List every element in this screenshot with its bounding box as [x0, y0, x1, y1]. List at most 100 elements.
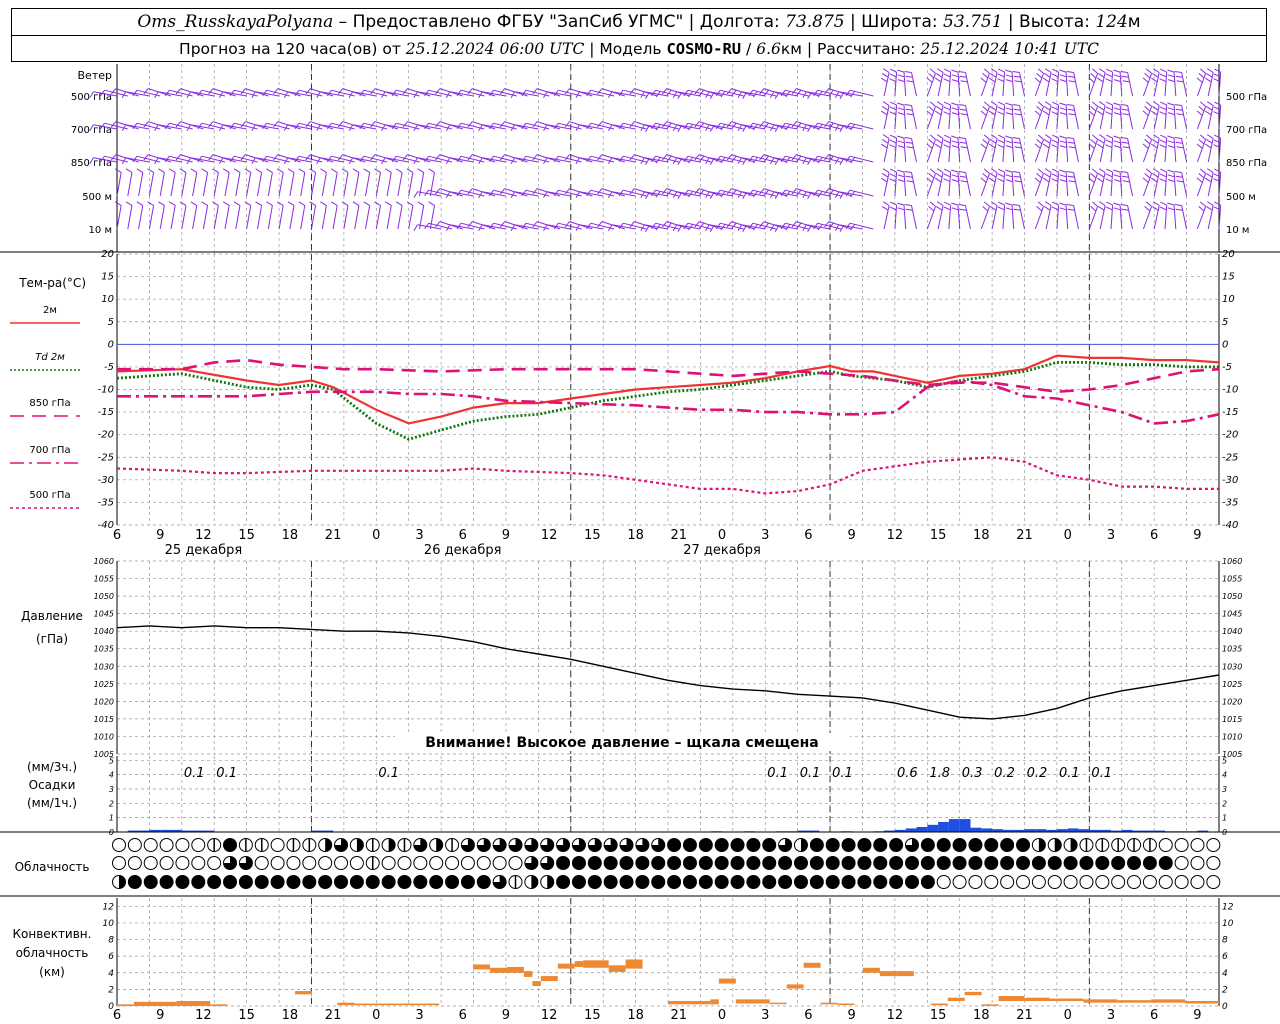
- wind-barb: [926, 201, 936, 230]
- cloud-cover-symbol: [492, 856, 507, 870]
- cloud-cover-symbol: [873, 838, 888, 852]
- wind-barb: [218, 157, 247, 165]
- cloud-cover-symbol: [571, 856, 586, 870]
- cloud-cover-symbol: [381, 856, 396, 870]
- precip-bar: [938, 821, 949, 832]
- cloud-cover-symbol: [286, 856, 301, 870]
- wind-barb: [997, 168, 1006, 197]
- cloud-cover-symbol: [1079, 856, 1094, 870]
- wind-barb: [1005, 202, 1015, 230]
- wind-barb: [255, 201, 263, 230]
- cloud-cover-symbol: [809, 856, 824, 870]
- wind-barb: [737, 191, 766, 199]
- day-label: 25 декабря: [165, 543, 243, 558]
- wind-barb: [1205, 134, 1214, 163]
- warning-background: [395, 733, 850, 750]
- precip-total-label: 0.1: [378, 766, 399, 781]
- wind-barb: [1066, 71, 1079, 97]
- wind-barb: [445, 91, 474, 99]
- precip-unit-3h: (мм/3ч.): [27, 760, 77, 774]
- y-tick-label-left: 4: [108, 969, 114, 979]
- convective-cloud-bar: [803, 962, 821, 968]
- cloud-cover-symbol: [493, 838, 507, 852]
- wind-barb: [1159, 134, 1168, 163]
- y-tick-label-left: -10: [98, 385, 114, 396]
- cloud-cover-symbol: [1206, 838, 1221, 852]
- wind-barb: [889, 134, 898, 163]
- precip-bar: [160, 829, 172, 832]
- x-tick-label: 3: [761, 528, 769, 543]
- wind-barb: [341, 201, 349, 230]
- cloud-cover-symbol: [936, 838, 951, 852]
- y-tick-label-right: 1055: [1222, 575, 1242, 584]
- precip-bar: [138, 830, 150, 832]
- longitude-value: 73.875: [785, 12, 845, 32]
- x-tick-label: 6: [1150, 528, 1158, 543]
- wind-barb: [672, 124, 701, 132]
- wind-barb: [316, 124, 344, 132]
- y-tick-label-right: 1010: [1222, 732, 1242, 741]
- wind-barb: [672, 191, 701, 199]
- wind-barb: [510, 224, 539, 232]
- wind-barb: [880, 101, 890, 130]
- y-tick-label-left: 2: [108, 985, 114, 995]
- y-tick-label-left: -15: [98, 407, 114, 418]
- station-name: Oms_RusskayaPolyana: [137, 12, 334, 32]
- cloud-cover-symbol: [175, 856, 190, 870]
- wind-barb: [190, 201, 198, 230]
- wind-barb: [445, 191, 474, 199]
- wind-barb: [543, 191, 571, 199]
- wind-barb: [705, 157, 733, 165]
- y-tick-label-left: 1050: [94, 592, 114, 601]
- wind-barb: [1088, 201, 1099, 230]
- y-tick-label-left: 1060: [94, 557, 114, 566]
- y-tick-label-right: -35: [1222, 497, 1238, 508]
- cloud-cover-symbol: [460, 875, 475, 889]
- x-tick-label: 12: [887, 1008, 904, 1023]
- wind-barb: [283, 91, 312, 99]
- precip-bar: [1143, 830, 1155, 832]
- wind-barb: [1088, 101, 1099, 130]
- wind-barb: [1059, 135, 1069, 163]
- cloud-cover-symbol: [413, 856, 428, 870]
- wind-barb: [147, 201, 155, 230]
- cloud-cover-symbol: [889, 875, 904, 889]
- wind-barb: [233, 201, 241, 230]
- cloud-cover-symbol: [143, 838, 158, 852]
- y-tick-label-left: 2: [109, 799, 114, 808]
- wind-barb: [1142, 201, 1153, 230]
- wind-barb: [640, 224, 669, 232]
- wind-barb: [413, 191, 442, 199]
- wind-barb: [251, 157, 280, 165]
- wind-barb: [316, 91, 344, 99]
- y-tick-label-left: 1020: [94, 697, 114, 706]
- cloud-cover-symbol: [223, 856, 237, 870]
- cloud-cover-symbol: [388, 838, 396, 852]
- cloud-cover-symbol: [1079, 875, 1094, 889]
- wind-barb: [1042, 134, 1052, 163]
- cloud-cover-symbol: [524, 838, 538, 852]
- cloud-cover-symbol: [159, 856, 174, 870]
- cloud-cover-symbol: [746, 875, 761, 889]
- x-tick-label: 21: [671, 528, 688, 543]
- wind-barb: [348, 157, 377, 165]
- wind-barb: [575, 124, 604, 132]
- cloud-cover-symbol: [620, 838, 634, 852]
- temperature-legend-label: 500 гПа: [29, 490, 70, 501]
- cloud-cover-symbol: [207, 875, 222, 889]
- x-tick-label: 15: [930, 1008, 947, 1023]
- wind-barb: [1097, 134, 1106, 163]
- cloud-cover-symbol: [841, 875, 856, 889]
- cloud-cover-symbol: [857, 838, 872, 852]
- wind-barb: [1012, 71, 1025, 97]
- wind-barb: [958, 137, 971, 163]
- x-tick-label: 9: [1193, 1008, 1201, 1023]
- wind-barb: [1142, 68, 1153, 97]
- y-tick-label-left: 1: [109, 814, 114, 823]
- wind-barb: [1159, 201, 1168, 230]
- wind-barb: [244, 168, 252, 197]
- wind-barb: [89, 157, 118, 165]
- wind-barb: [1097, 168, 1106, 197]
- wind-barb: [904, 137, 917, 163]
- cloud-cover-symbol: [356, 838, 364, 852]
